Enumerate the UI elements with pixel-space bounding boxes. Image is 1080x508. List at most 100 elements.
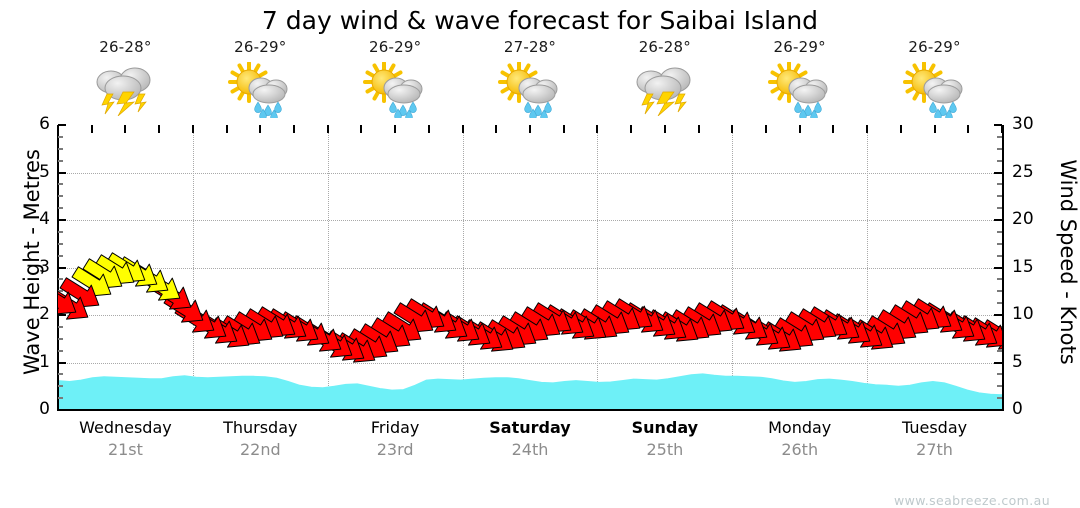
tick-left-minor	[58, 242, 63, 245]
day-temperature-range: 26-29°	[908, 38, 961, 56]
day-name: Friday	[370, 418, 420, 437]
tick-left-minor	[58, 207, 63, 210]
tick-right-minor	[997, 195, 1002, 198]
tick-left-minor	[58, 385, 63, 388]
tick-bottom	[832, 125, 835, 133]
day-footer-saturday: Saturday 24th	[463, 418, 598, 459]
day-temperature-range: 26-29°	[234, 38, 287, 56]
day-name: Wednesday	[79, 418, 172, 437]
day-footer-tuesday: Tuesday 27th	[867, 418, 1002, 459]
tick-bottom	[225, 125, 228, 133]
y-axis-left-tick-label: 0	[39, 399, 50, 419]
y-axis-left-tick-label: 3	[39, 256, 50, 277]
tick-right-minor	[997, 349, 1002, 352]
tick-right-major	[994, 266, 1002, 269]
day-temperature-range: 26-28°	[638, 38, 691, 56]
tick-left-major	[58, 361, 66, 364]
y-axis-right-tick-label: 25	[1012, 161, 1034, 182]
tick-bottom	[259, 125, 262, 133]
y-axis-right-tick-label: 15	[1012, 256, 1034, 277]
tick-left-minor	[58, 397, 63, 400]
thunderstorm-icon	[597, 62, 732, 120]
thunderstorm-icon	[58, 62, 193, 120]
tick-right-minor	[997, 385, 1002, 388]
tick-left-minor	[58, 254, 63, 257]
tick-right-minor	[997, 230, 1002, 233]
tick-left-minor	[58, 183, 63, 186]
tick-bottom	[326, 125, 329, 133]
tick-left-minor	[58, 278, 63, 281]
tick-left-minor	[58, 349, 63, 352]
y-axis-right-line	[1002, 125, 1004, 411]
day-footer-sunday: Sunday 25th	[597, 418, 732, 459]
tick-right-minor	[997, 183, 1002, 186]
day-date: 21st	[107, 440, 143, 459]
day-name: Saturday	[489, 418, 571, 437]
day-date: 25th	[646, 440, 684, 459]
day-header-wednesday: 26-28°	[58, 38, 193, 120]
y-axis-left-tick-label: 5	[39, 161, 50, 182]
day-name: Monday	[768, 418, 832, 437]
day-header-friday: 26-29°	[328, 38, 463, 121]
day-footer-thursday: Thursday 22nd	[193, 418, 328, 459]
gridline-day-divider	[867, 125, 869, 410]
tick-bottom	[495, 125, 498, 133]
tick-right-minor	[997, 254, 1002, 257]
gridline-horizontal	[58, 172, 1002, 174]
tick-right-minor	[997, 290, 1002, 293]
gridline-horizontal	[58, 362, 1002, 364]
tick-bottom	[158, 125, 161, 133]
y-axis-left-tick-label: 4	[39, 209, 50, 229]
tick-right-minor	[997, 159, 1002, 162]
tick-bottom	[596, 125, 599, 133]
tick-right-minor	[997, 278, 1002, 281]
y-axis-left-tick-label: 2	[39, 304, 50, 324]
gridline-day-divider	[192, 125, 194, 410]
tick-bottom	[57, 125, 59, 133]
y-axis-left-tick-label: 6	[39, 114, 50, 134]
day-temperature-range: 26-29°	[368, 38, 422, 56]
wind-arrow	[70, 265, 116, 302]
tick-bottom	[394, 125, 397, 133]
tick-bottom	[529, 125, 531, 133]
tick-bottom	[967, 125, 970, 133]
tick-bottom	[1001, 125, 1003, 133]
tick-right-minor	[997, 397, 1002, 400]
wind-arrow	[58, 284, 81, 320]
tick-right-minor	[997, 207, 1002, 210]
y-axis-right-title: Wind Speed - Knots	[1056, 159, 1080, 365]
tick-left-major	[58, 409, 66, 411]
tick-left-minor	[58, 195, 63, 198]
gridline-day-divider	[732, 125, 734, 410]
tick-left-major	[58, 219, 66, 221]
wind-arrow-layer	[58, 125, 1002, 410]
day-date: 22nd	[239, 440, 281, 459]
wave-height-area	[58, 373, 1002, 410]
tick-right-major	[994, 124, 1002, 126]
tick-right-minor	[997, 147, 1002, 150]
tick-bottom	[798, 125, 801, 133]
day-temperature-range: 27-28°	[503, 38, 557, 56]
page-title: 7 day wind & wave forecast for Saibai Is…	[261, 6, 819, 35]
tick-left-major	[58, 314, 66, 316]
day-name: Tuesday	[902, 418, 968, 437]
wind-arrow	[392, 302, 438, 338]
day-date: 23rd	[376, 440, 414, 459]
tick-left-minor	[58, 230, 63, 233]
tick-left-minor	[58, 159, 63, 162]
y-axis-right-tick-label: 5	[1012, 351, 1023, 372]
tick-bottom	[765, 125, 767, 133]
sun-cloud-rain-icon	[867, 61, 1002, 121]
tick-bottom	[191, 125, 194, 133]
tick-left-major	[58, 266, 66, 269]
tick-bottom	[697, 125, 700, 133]
day-header-thursday: 26-29°	[193, 38, 328, 121]
tick-left-major	[58, 124, 66, 126]
tick-bottom	[562, 125, 565, 133]
sun-cloud-rain-icon	[732, 61, 867, 121]
day-date: 27th	[916, 440, 953, 459]
sun-cloud-rain-icon	[328, 61, 463, 121]
plot-area: www.seabreeze.com.au	[57, 124, 1050, 508]
tick-left-major	[58, 171, 66, 174]
day-footer-monday: Monday 26th	[732, 418, 867, 459]
